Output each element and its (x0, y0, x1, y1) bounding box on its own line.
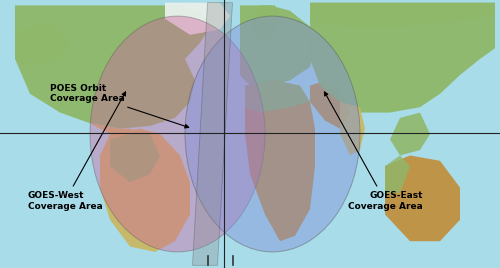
Polygon shape (240, 5, 315, 86)
Polygon shape (310, 3, 495, 113)
Text: GOES-West
Coverage Area: GOES-West Coverage Area (28, 92, 126, 211)
Polygon shape (250, 5, 280, 43)
Polygon shape (245, 80, 315, 241)
Polygon shape (340, 102, 365, 155)
Polygon shape (385, 155, 410, 193)
Text: GOES-East
Coverage Area: GOES-East Coverage Area (324, 92, 422, 211)
Polygon shape (110, 134, 160, 182)
Text: POES Orbit
Coverage Area: POES Orbit Coverage Area (50, 84, 188, 128)
Polygon shape (245, 80, 310, 113)
Polygon shape (90, 123, 140, 139)
Polygon shape (310, 3, 495, 27)
Polygon shape (15, 21, 70, 67)
Polygon shape (15, 5, 210, 129)
Ellipse shape (185, 16, 360, 252)
Polygon shape (390, 113, 430, 155)
Polygon shape (100, 129, 190, 252)
Ellipse shape (90, 16, 265, 252)
Polygon shape (192, 3, 232, 265)
Polygon shape (385, 155, 460, 241)
Polygon shape (165, 3, 230, 35)
Polygon shape (310, 80, 350, 129)
